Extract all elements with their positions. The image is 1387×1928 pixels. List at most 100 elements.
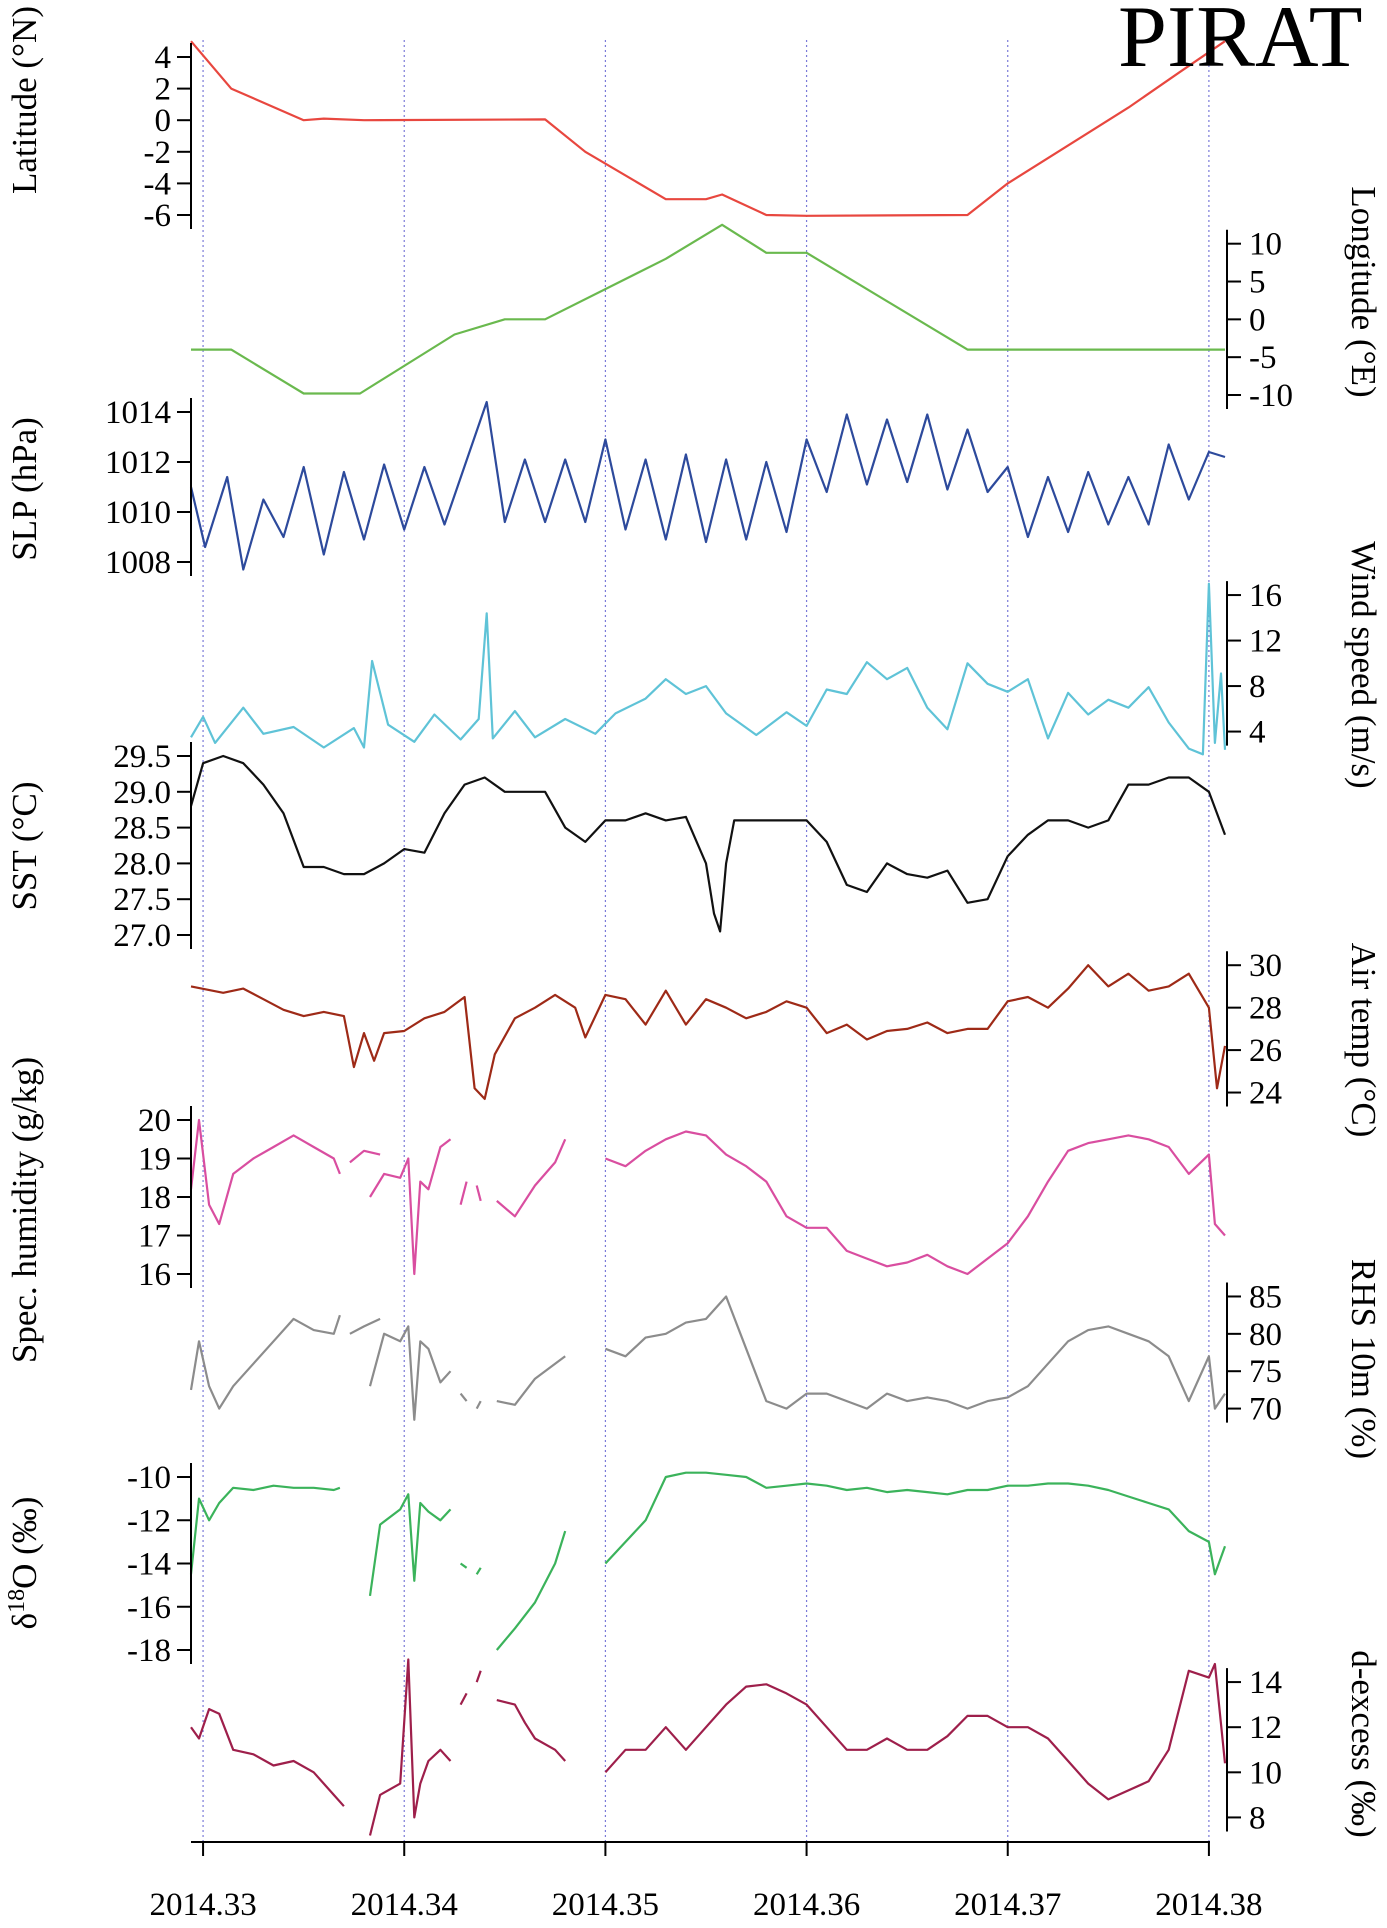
latitude-y-tick-label: 4 bbox=[155, 40, 172, 76]
sst-y-axis: 29.529.028.528.027.527.0 SST (°C) bbox=[5, 739, 192, 954]
rhs-series-line-7 bbox=[605, 1295, 1226, 1410]
humidity-series-line-7 bbox=[605, 1130, 1226, 1276]
slp-y-tick-label: 1012 bbox=[105, 445, 171, 481]
humidity-series-line-1 bbox=[189, 1118, 341, 1226]
vertical-grid bbox=[202, 40, 1210, 1842]
d18o-y-tick-label: -14 bbox=[127, 1547, 171, 1583]
longitude-axis-title: Longitude (°E) bbox=[1344, 186, 1383, 397]
dexcess-series-line-2 bbox=[368, 1658, 452, 1836]
longitude-y-tick-label: 0 bbox=[1249, 302, 1266, 338]
slp-y-tick-label: 1014 bbox=[105, 395, 171, 431]
d18o-y-tick-label: -18 bbox=[127, 1633, 171, 1669]
x-tick-label-2014.36: 2014.36 bbox=[753, 1887, 860, 1923]
d18o-series-line-5 bbox=[495, 1530, 567, 1651]
humidity-series-line-2 bbox=[349, 1149, 381, 1164]
humidity-series-line-3 bbox=[369, 1138, 452, 1276]
airtemp-y-tick-label: 26 bbox=[1249, 1033, 1282, 1069]
latitude-axis-title: Latitude (°N) bbox=[5, 6, 44, 194]
dexcess-series-line-4 bbox=[475, 1670, 482, 1683]
longitude-y-tick-label: -5 bbox=[1249, 340, 1277, 376]
rhs-series-line-4 bbox=[459, 1392, 468, 1402]
d18o-series-line-1 bbox=[189, 1484, 341, 1575]
x-tick-label-2014.35: 2014.35 bbox=[552, 1887, 659, 1923]
longitude-y-tick-label: -10 bbox=[1249, 378, 1293, 414]
x-axis: 2014.33 2014.34 2014.35 2014.36 2014.37 2014.… bbox=[149, 1841, 1263, 1923]
sst-series-line bbox=[189, 754, 1227, 933]
airtemp-y-axis: 30 28 26 24 Air temp (°C) bbox=[1226, 943, 1383, 1138]
x-tick-label-2014.37: 2014.37 bbox=[954, 1887, 1061, 1923]
sst-y-tick-label: 29.5 bbox=[113, 739, 171, 775]
sst-axis-title: SST (°C) bbox=[5, 781, 44, 910]
latitude-y-axis: 420-2-4-6 Latitude (°N) bbox=[5, 6, 192, 234]
airtemp-series-line bbox=[190, 964, 1227, 1100]
dexcess-y-tick-label: 14 bbox=[1249, 1665, 1282, 1701]
d18o-series-line-2 bbox=[368, 1493, 452, 1597]
latitude-y-tick-label: 0 bbox=[155, 103, 172, 139]
latitude-series-line bbox=[190, 40, 1226, 217]
latitude-y-tick-label: -6 bbox=[144, 198, 172, 234]
humidity-axis-title: Spec. humidity (g/kg) bbox=[5, 1057, 44, 1363]
humidity-series-line-6 bbox=[496, 1138, 567, 1218]
rhs-y-tick-label: 75 bbox=[1249, 1354, 1282, 1390]
humidity-y-tick-label: 16 bbox=[138, 1257, 171, 1293]
wind-y-tick-label: 4 bbox=[1249, 715, 1266, 751]
dexcess-series-line-6 bbox=[604, 1662, 1227, 1801]
rhs-series-line-3 bbox=[368, 1325, 452, 1421]
dexcess-series-line-5 bbox=[496, 1699, 567, 1762]
airtemp-y-tick-label: 28 bbox=[1249, 991, 1282, 1027]
wind-series-line bbox=[190, 582, 1227, 756]
d18o-y-axis: -10 -12 -14 -16 -18 δ18O (‰) bbox=[4, 1460, 192, 1669]
sst-y-tick-label: 28.5 bbox=[113, 811, 171, 847]
dexcess-y-tick-label: 8 bbox=[1249, 1800, 1266, 1836]
sst-y-tick-label: 29.0 bbox=[113, 775, 171, 811]
dexcess-axis-title: d-excess (‰) bbox=[1344, 1650, 1383, 1838]
x-tick-label-2014.34: 2014.34 bbox=[351, 1887, 458, 1923]
d18o-y-tick-label: -16 bbox=[127, 1590, 171, 1626]
latitude-y-tick-label: 2 bbox=[155, 72, 172, 108]
slp-y-axis: 1014 1012 1010 1008 SLP (hPa) bbox=[5, 395, 192, 581]
rhs-series-line-2 bbox=[349, 1317, 381, 1335]
d18o-y-tick-label: -10 bbox=[127, 1460, 171, 1496]
longitude-y-tick-label: 5 bbox=[1249, 265, 1266, 301]
rhs-axis-title: RHS 10m (%) bbox=[1344, 1259, 1383, 1459]
latitude-y-tick-label: -4 bbox=[144, 166, 172, 202]
rhs-y-tick-label: 85 bbox=[1249, 1279, 1282, 1315]
sst-y-tick-label: 27.0 bbox=[113, 918, 171, 954]
longitude-series-line bbox=[191, 223, 1225, 395]
slp-series-line bbox=[189, 400, 1226, 571]
wind-y-tick-label: 16 bbox=[1249, 578, 1282, 614]
x-tick-label-2014.33: 2014.33 bbox=[149, 1887, 256, 1923]
d18o-series-line-3 bbox=[459, 1562, 468, 1569]
slp-axis-title: SLP (hPa) bbox=[5, 417, 44, 561]
d18o-axis-title: δ18O (‰) bbox=[4, 1497, 44, 1630]
d18o-series-line-6 bbox=[604, 1471, 1227, 1576]
rhs-y-tick-label: 80 bbox=[1249, 1317, 1282, 1353]
dexcess-series-line-3 bbox=[459, 1692, 468, 1706]
rhs-series-line-6 bbox=[496, 1355, 566, 1406]
airtemp-y-tick-label: 30 bbox=[1249, 948, 1282, 984]
wind-y-tick-label: 8 bbox=[1249, 669, 1266, 705]
d18o-y-tick-label: -12 bbox=[127, 1503, 171, 1539]
figure-title: PIRAT bbox=[1118, 0, 1363, 86]
airtemp-axis-title: Air temp (°C) bbox=[1344, 943, 1383, 1138]
dexcess-series-line-1 bbox=[190, 1708, 345, 1807]
humidity-series-line-4 bbox=[459, 1181, 468, 1205]
humidity-y-tick-label: 19 bbox=[138, 1142, 171, 1178]
rhs-series-line-5 bbox=[475, 1400, 482, 1410]
latitude-y-tick-label: -2 bbox=[144, 135, 172, 171]
wind-y-axis: 16 12 8 4 Wind speed (m/s) bbox=[1226, 541, 1383, 789]
rhs-series-line-1 bbox=[189, 1314, 341, 1410]
humidity-series-line-5 bbox=[475, 1185, 482, 1202]
d18o-series-line-4 bbox=[475, 1567, 482, 1575]
humidity-y-tick-label: 20 bbox=[138, 1103, 171, 1139]
humidity-y-tick-label: 18 bbox=[138, 1180, 171, 1216]
slp-y-tick-label: 1010 bbox=[105, 495, 171, 531]
longitude-y-tick-label: 10 bbox=[1249, 227, 1282, 263]
rhs-y-tick-label: 70 bbox=[1249, 1392, 1282, 1428]
sst-y-tick-label: 27.5 bbox=[113, 882, 171, 918]
